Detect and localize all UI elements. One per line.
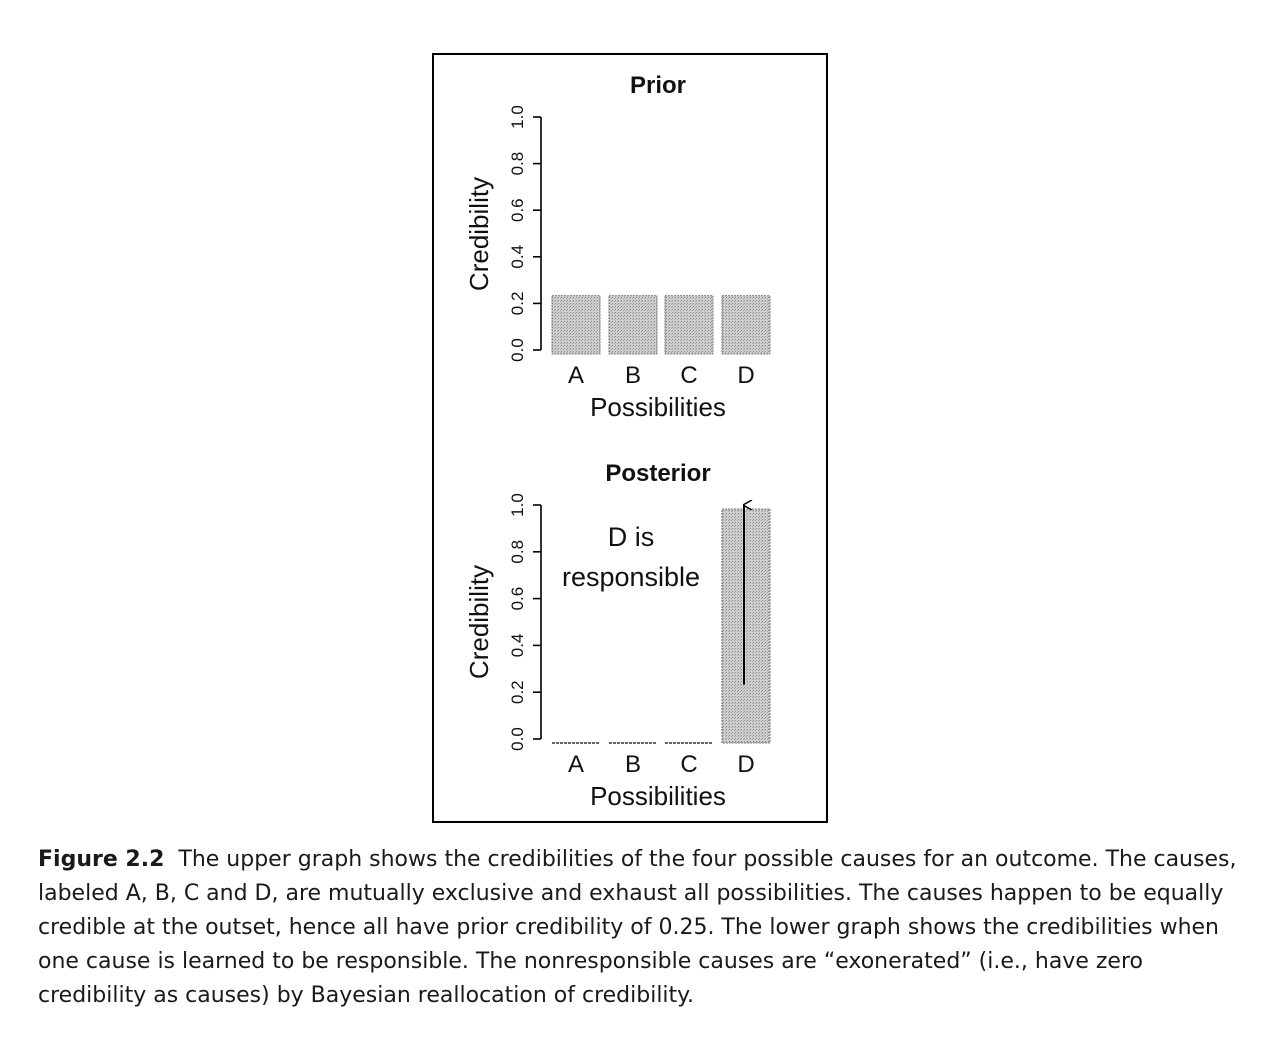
bar-a bbox=[551, 295, 601, 355]
y-tick-label: 0.4 bbox=[508, 245, 527, 269]
figure-label: Figure 2.2 bbox=[38, 847, 165, 872]
caption-text: The upper graph shows the credibilities … bbox=[38, 847, 1237, 1008]
chart-title: Posterior bbox=[605, 460, 710, 487]
figure-frame bbox=[432, 53, 828, 823]
bar-b bbox=[608, 295, 658, 355]
x-category-label: C bbox=[680, 362, 697, 389]
bar-d bbox=[721, 295, 771, 355]
x-category-label: B bbox=[625, 362, 641, 389]
bar-d bbox=[721, 508, 771, 744]
y-tick-label: 0.0 bbox=[508, 727, 527, 751]
y-axis-label: Credibility bbox=[464, 565, 494, 679]
y-tick-label: 0.8 bbox=[508, 152, 527, 176]
x-axis-label: Possibilities bbox=[590, 392, 726, 422]
y-tick-label: 0.2 bbox=[508, 680, 527, 704]
chart-prior: Prior 0.0 0.2 0.4 0.6 0.8 1.0 Credibility A B C D Po… bbox=[464, 72, 771, 422]
x-category-label: D bbox=[737, 362, 754, 389]
bar-c bbox=[664, 295, 714, 355]
y-tick-label: 1.0 bbox=[508, 493, 527, 517]
y-tick-label: 0.6 bbox=[508, 587, 527, 611]
x-category-label: A bbox=[568, 751, 584, 778]
x-category-label: B bbox=[625, 751, 641, 778]
y-tick-label: 0.8 bbox=[508, 540, 527, 564]
y-tick-label: 0.6 bbox=[508, 198, 527, 222]
chart-posterior: Posterior 0.0 0.2 0.4 0.6 0.8 1.0 Credibility A B… bbox=[464, 460, 771, 811]
annotation-text: D is bbox=[608, 522, 655, 552]
x-category-label: A bbox=[568, 362, 584, 389]
y-tick-label: 0.2 bbox=[508, 292, 527, 316]
y-tick-label: 0.0 bbox=[508, 338, 527, 362]
annotation-text: responsible bbox=[562, 562, 700, 592]
x-axis-label: Possibilities bbox=[590, 781, 726, 811]
chart-title: Prior bbox=[630, 72, 686, 99]
y-tick-label: 1.0 bbox=[508, 105, 527, 129]
y-tick-label: 0.4 bbox=[508, 634, 527, 658]
x-category-label: C bbox=[680, 751, 697, 778]
figure-caption: Figure 2.2 The upper graph shows the cre… bbox=[38, 843, 1238, 1013]
x-category-label: D bbox=[737, 751, 754, 778]
y-axis-label: Credibility bbox=[464, 177, 494, 291]
